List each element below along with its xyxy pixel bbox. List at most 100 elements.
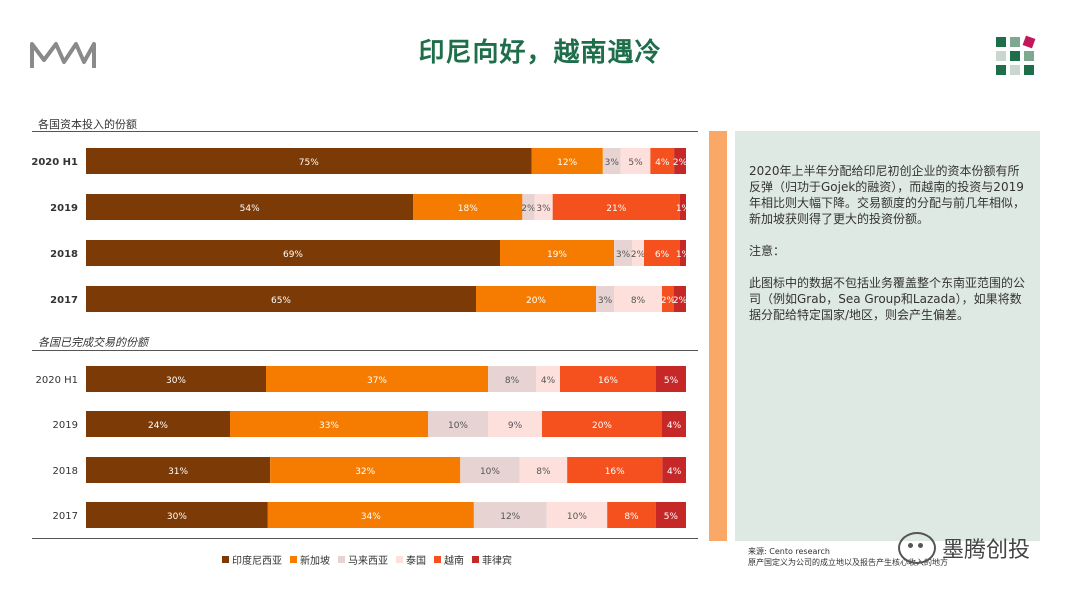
bar-segment — [86, 148, 532, 174]
data-label: 4% — [667, 467, 682, 477]
data-label: 69% — [283, 250, 303, 260]
data-label: 1% — [676, 204, 691, 214]
data-label: 37% — [367, 376, 387, 386]
bar-segment — [270, 457, 461, 483]
bar-segment — [552, 194, 680, 220]
data-label: 2% — [631, 250, 646, 260]
legend-swatch — [290, 556, 297, 563]
note-heading: 注意： — [749, 244, 786, 258]
chart1-title: 各国资本投入的份额 — [38, 118, 137, 131]
legend-item: 菲律宾 — [472, 552, 512, 567]
data-label: 6% — [655, 250, 670, 260]
bar-segment — [620, 148, 651, 174]
bar-segment — [86, 502, 268, 528]
chart1-rule — [32, 131, 698, 132]
legend-item: 越南 — [434, 552, 464, 567]
data-label: 4% — [541, 376, 556, 386]
data-label: 20% — [526, 296, 546, 306]
category-label: 2019 — [53, 420, 78, 431]
legend-label: 马来西亚 — [348, 556, 388, 567]
bar-segment — [674, 148, 686, 174]
category-label: 2018 — [53, 466, 78, 477]
legend-label: 泰国 — [406, 556, 426, 567]
data-label: 12% — [557, 158, 577, 168]
bar-segment — [536, 366, 560, 392]
bar-segment — [546, 502, 608, 528]
bar-segment — [460, 457, 520, 483]
bar-segment — [428, 411, 488, 437]
wechat-icon — [898, 532, 936, 564]
stacked-bar-charts: 2020 H1 75% 12% 3% 5% 4% 2%2019 54% 18% 2% 3% 21% 1%… — [31, 148, 691, 528]
bar-segment — [679, 194, 686, 220]
legend-item: 马来西亚 — [338, 552, 388, 567]
legend-item: 泰国 — [396, 552, 426, 567]
data-label: 30% — [166, 376, 186, 386]
bottom-rule — [32, 538, 698, 539]
legend-swatch — [434, 556, 441, 563]
data-label: 2% — [661, 296, 676, 306]
bar-segment — [614, 240, 632, 266]
bar-segment — [230, 411, 428, 437]
data-label: 54% — [240, 204, 260, 214]
bar-segment — [488, 366, 536, 392]
data-label: 19% — [547, 250, 567, 260]
bar-segment — [86, 240, 500, 266]
bar-segment — [602, 148, 621, 174]
bar-segment — [86, 457, 271, 483]
legend-swatch — [472, 556, 479, 563]
bar-segment — [413, 194, 523, 220]
watermark-text: 墨腾创投 — [942, 538, 1031, 563]
data-label: 3% — [616, 250, 631, 260]
data-label: 8% — [536, 467, 551, 477]
data-label: 18% — [458, 204, 478, 214]
legend-label: 菲律宾 — [482, 556, 512, 567]
bar-segment — [267, 502, 474, 528]
category-label: 2020 H1 — [35, 375, 78, 386]
data-label: 5% — [664, 376, 679, 386]
data-label: 65% — [271, 296, 291, 306]
category-label: 2019 — [50, 203, 78, 214]
bar-segment — [680, 240, 686, 266]
page-title: 印尼向好，越南遇冷 — [418, 38, 662, 68]
data-label: 2% — [673, 158, 688, 168]
bar-segment — [662, 286, 674, 312]
grid-logo — [996, 35, 1038, 77]
data-label: 4% — [667, 421, 682, 431]
category-label: 2017 — [50, 295, 78, 306]
category-label: 2018 — [50, 249, 78, 260]
legend-item: 新加坡 — [290, 552, 330, 567]
bar-segment — [266, 366, 488, 392]
bar-segment — [534, 194, 553, 220]
legend-swatch — [396, 556, 403, 563]
source-note: 来源: Cento research 原产国定义为公司的成立地以及报告产生核心收… — [748, 546, 948, 568]
data-label: 9% — [508, 421, 523, 431]
data-label: 31% — [168, 467, 188, 477]
source-line-2: 原产国定义为公司的成立地以及报告产生核心收入的地方 — [748, 558, 948, 567]
bar-segment — [488, 411, 542, 437]
data-label: 8% — [631, 296, 646, 306]
data-label: 10% — [480, 467, 500, 477]
bar-segment — [519, 457, 568, 483]
bar-segment — [632, 240, 644, 266]
data-label: 2% — [673, 296, 688, 306]
chart2-title: 各国已完成交易的份额 — [38, 336, 148, 349]
data-label: 16% — [605, 467, 625, 477]
bar-segment — [522, 194, 535, 220]
legend-label: 印度尼西亚 — [232, 556, 282, 567]
bar-segment — [86, 366, 266, 392]
data-label: 32% — [355, 467, 375, 477]
data-label: 2% — [521, 204, 536, 214]
bar-segment — [650, 148, 675, 174]
data-label: 34% — [361, 512, 381, 522]
chart2-rule — [32, 350, 698, 351]
legend-swatch — [338, 556, 345, 563]
bar-segment — [531, 148, 603, 174]
data-label: 4% — [655, 158, 670, 168]
bar-segment — [473, 502, 547, 528]
accent-bar — [709, 131, 727, 541]
bar-segment — [86, 194, 414, 220]
bar-segment — [596, 286, 614, 312]
bar-segment — [662, 457, 686, 483]
source-line-1: 来源: Cento research — [748, 547, 830, 556]
note-panel: 2020年上半年分配给印尼初创企业的资本份额有所反弹（归功于Gojek的融资），… — [735, 131, 1040, 541]
